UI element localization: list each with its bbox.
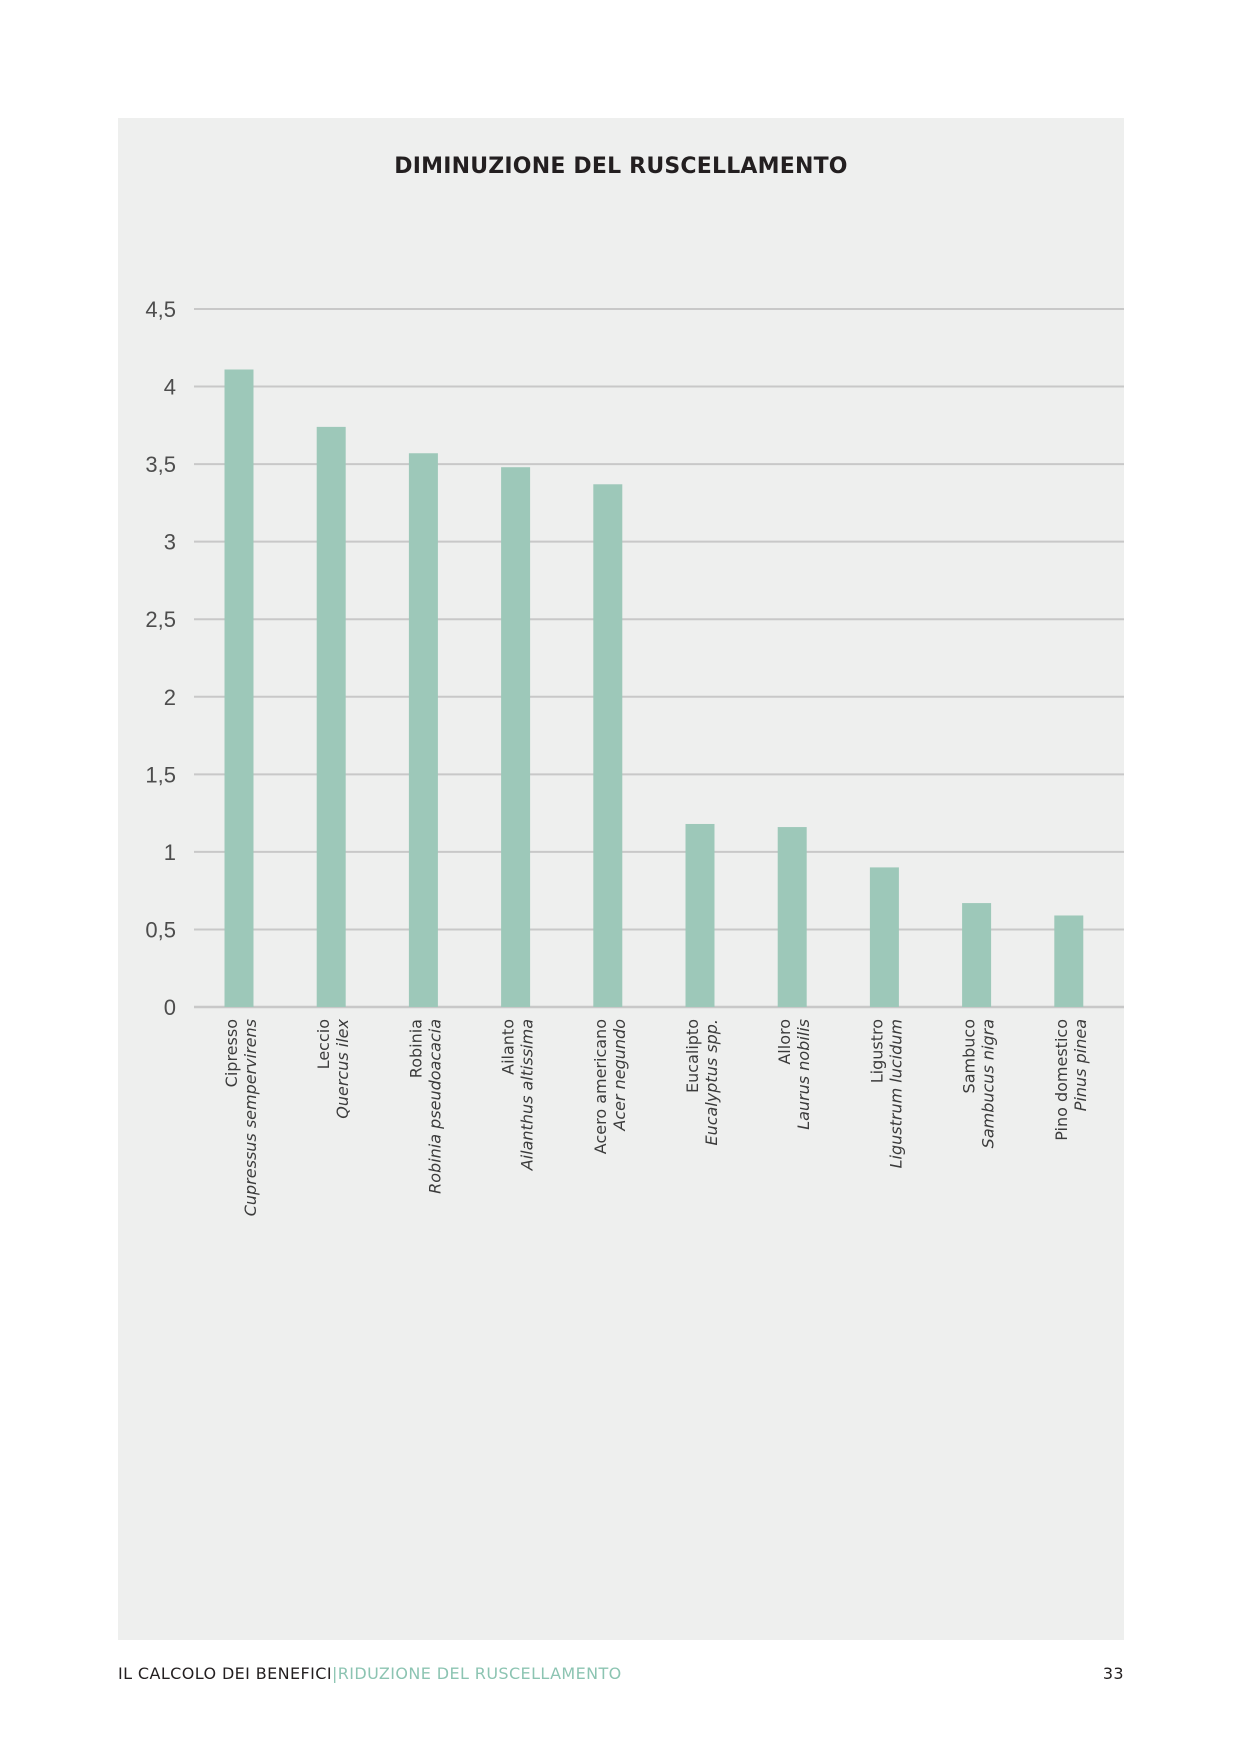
footer-breadcrumb: IL CALCOLO DEI BENEFICI|RIDUZIONE DEL RU…: [118, 1664, 622, 1683]
bar: [408, 453, 438, 1008]
category-scientific-name: Ligustrum lucidum: [886, 1019, 905, 1168]
x-category-label: Ligustro Ligustrum lucidum: [867, 1019, 905, 1168]
bar-chart: 0 0,5 1 1,5 2 2,5 3 3,5 4 4,5 Cipresso Cupressus se…: [145, 297, 1124, 1216]
bar: [593, 484, 623, 1008]
bar: [316, 426, 346, 1008]
y-tick-label: 3: [164, 530, 176, 555]
bar: [685, 823, 715, 1007]
category-scientific-name: Laurus nobilis: [794, 1019, 813, 1130]
bar: [777, 827, 807, 1007]
category-scientific-name: Pinus pinea: [1071, 1019, 1090, 1111]
category-common-name: Pino domestico: [1052, 1019, 1071, 1141]
x-category-label: Alloro Laurus nobilis: [775, 1019, 813, 1130]
x-category-label: Pino domestico Pinus pinea: [1052, 1019, 1090, 1141]
category-common-name: Robinia: [406, 1019, 425, 1078]
x-category-label: Leccio Quercus ilex: [314, 1018, 352, 1118]
category-common-name: Cipresso: [222, 1019, 241, 1087]
x-category-label: Robinia Robinia pseudoacacia: [406, 1019, 444, 1194]
footer-separator: |: [331, 1664, 338, 1683]
category-scientific-name: Eucalyptus spp.: [702, 1019, 721, 1146]
y-tick-label: 0,5: [145, 917, 176, 942]
x-category-label: Ailanto Ailanthus altissima: [499, 1019, 537, 1171]
bar: [869, 867, 899, 1007]
bar: [224, 369, 254, 1007]
category-common-name: Ligustro: [867, 1019, 886, 1083]
bar: [1054, 915, 1084, 1007]
page-footer: IL CALCOLO DEI BENEFICI|RIDUZIONE DEL RU…: [118, 1664, 1124, 1688]
chart-title: DIMINUZIONE DEL RUSCELLAMENTO: [394, 154, 848, 179]
page-number: 33: [1102, 1664, 1124, 1683]
category-scientific-name: Sambucus nigra: [979, 1019, 998, 1148]
category-scientific-name: Robinia pseudoacacia: [425, 1019, 444, 1194]
category-scientific-name: Cupressus sempervirens: [241, 1019, 260, 1216]
bar: [501, 467, 531, 1007]
footer-section: IL CALCOLO DEI BENEFICI: [118, 1664, 332, 1683]
y-tick-label: 2,5: [145, 607, 176, 632]
chart-panel: DIMINUZIONE DEL RUSCELLAMENTO 0 0,5 1 1,5 2 2…: [118, 118, 1124, 1640]
x-category-label: Eucalipto Eucalyptus spp.: [683, 1019, 721, 1146]
category-common-name: Ailanto: [499, 1019, 518, 1075]
y-tick-label: 0: [164, 995, 176, 1020]
category-scientific-name: Quercus ilex: [333, 1018, 352, 1118]
y-tick-label: 4: [164, 375, 176, 400]
category-common-name: Acero americano: [591, 1019, 610, 1154]
category-scientific-name: Acer negundo: [610, 1019, 629, 1132]
category-common-name: Eucalipto: [683, 1019, 702, 1093]
x-category-label: Cipresso Cupressus sempervirens: [222, 1019, 260, 1216]
y-tick-label: 2: [164, 685, 176, 710]
category-common-name: Leccio: [314, 1019, 333, 1069]
category-common-name: Sambuco: [960, 1019, 979, 1093]
x-category-label: Acero americano Acer negundo: [591, 1019, 629, 1154]
y-tick-label: 4,5: [145, 297, 176, 322]
y-tick-label: 1,5: [145, 762, 176, 787]
y-tick-label: 3,5: [145, 452, 176, 477]
category-common-name: Alloro: [775, 1019, 794, 1065]
footer-subsection: RIDUZIONE DEL RUSCELLAMENTO: [337, 1664, 622, 1683]
y-tick-label: 1: [164, 840, 176, 865]
bar: [962, 903, 992, 1007]
category-scientific-name: Ailanthus altissima: [518, 1019, 537, 1171]
x-category-label: Sambuco Sambucus nigra: [960, 1019, 998, 1148]
